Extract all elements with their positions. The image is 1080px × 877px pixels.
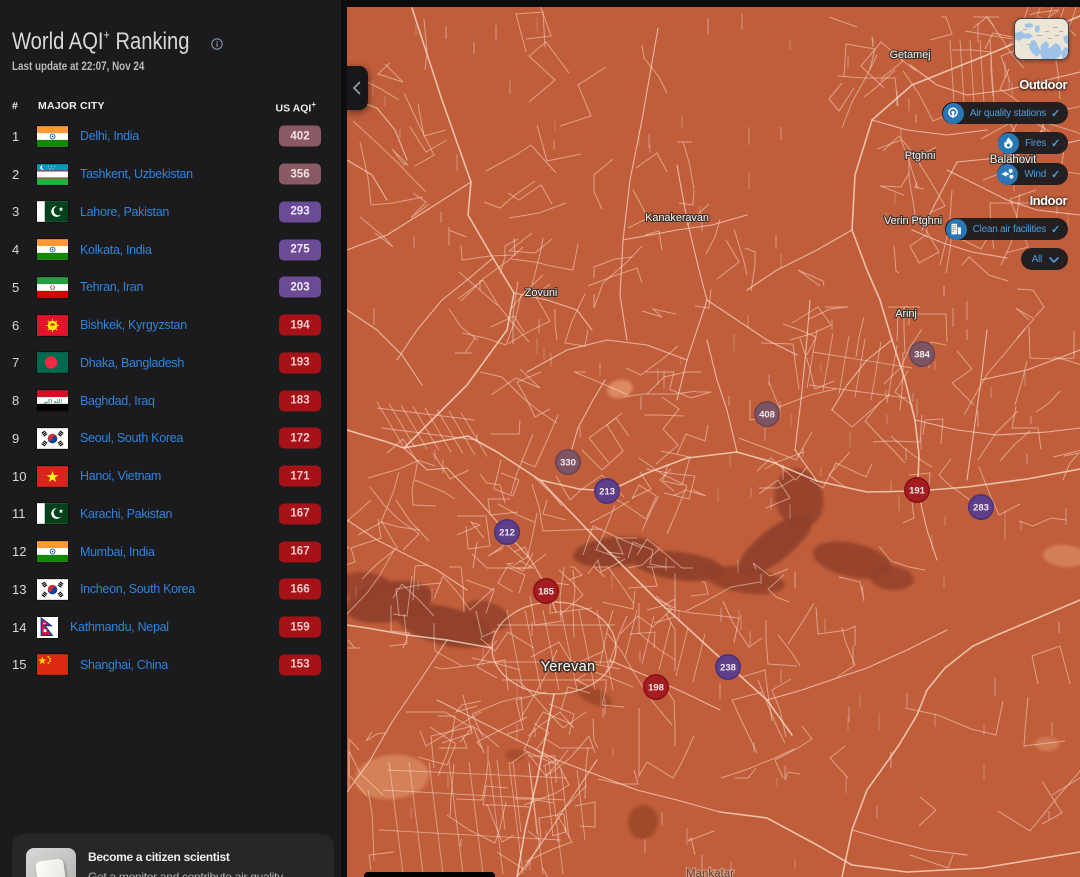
svg-text:330: 330 <box>560 457 576 468</box>
svg-text:Getamej: Getamej <box>890 49 931 61</box>
svg-text:Yerevan: Yerevan <box>541 659 596 675</box>
svg-text:Kanakeravan: Kanakeravan <box>645 212 709 224</box>
svg-text:Verin Ptghni: Verin Ptghni <box>884 215 942 227</box>
svg-text:212: 212 <box>499 527 515 538</box>
svg-text:384: 384 <box>914 349 931 360</box>
svg-text:الله اكبر: الله اكبر <box>42 398 62 405</box>
svg-text:283: 283 <box>973 502 989 513</box>
svg-text:238: 238 <box>720 662 736 673</box>
svg-text:Ptghni: Ptghni <box>905 150 936 162</box>
svg-text:191: 191 <box>909 485 926 496</box>
svg-text:213: 213 <box>599 486 615 497</box>
svg-text:198: 198 <box>648 682 664 693</box>
svg-text:408: 408 <box>759 409 775 420</box>
svg-text:Arinj: Arinj <box>895 308 917 320</box>
svg-text:Mankatar: Mankatar <box>686 868 734 877</box>
svg-text:185: 185 <box>538 586 555 597</box>
svg-text:Zovuni: Zovuni <box>525 287 557 299</box>
